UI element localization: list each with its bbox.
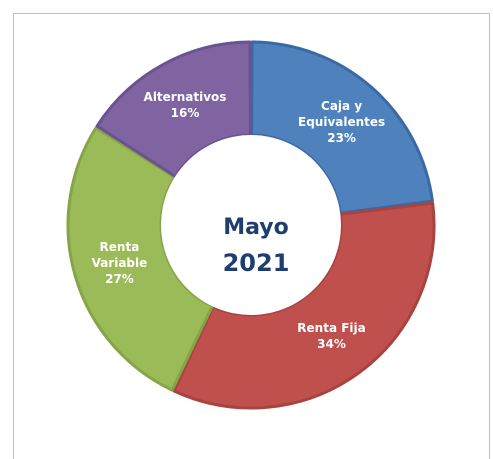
slice-name-line: Alternativos bbox=[144, 90, 227, 104]
slice-percent: 34% bbox=[317, 337, 346, 351]
slice-label-renta-variable: Renta Variable 27% bbox=[92, 240, 148, 286]
slice-label-alternativos: Alternativos 16% bbox=[144, 90, 227, 120]
slice-name-line: Renta bbox=[100, 240, 140, 254]
chart-frame bbox=[13, 13, 490, 459]
slice-name-line: Renta Fija bbox=[297, 321, 365, 335]
slice-labels-group: Caja y Equivalentes 23% Renta Fija 34% Renta V… bbox=[92, 90, 386, 351]
slice-name-line: Equivalentes bbox=[298, 115, 385, 129]
center-year: 2021 bbox=[223, 249, 290, 277]
donut-hole bbox=[161, 135, 341, 315]
slice-name-line: Variable bbox=[92, 256, 148, 270]
center-title: Mayo bbox=[223, 215, 289, 240]
slice-label-caja-y-equivalentes: Caja y Equivalentes 23% bbox=[298, 99, 385, 145]
slice-percent: 23% bbox=[327, 131, 356, 145]
slice-label-renta-fija: Renta Fija 34% bbox=[297, 321, 365, 351]
slice-percent: 16% bbox=[171, 106, 200, 120]
slice-percent: 27% bbox=[105, 272, 134, 286]
slice-name-line: Caja y bbox=[321, 99, 362, 113]
